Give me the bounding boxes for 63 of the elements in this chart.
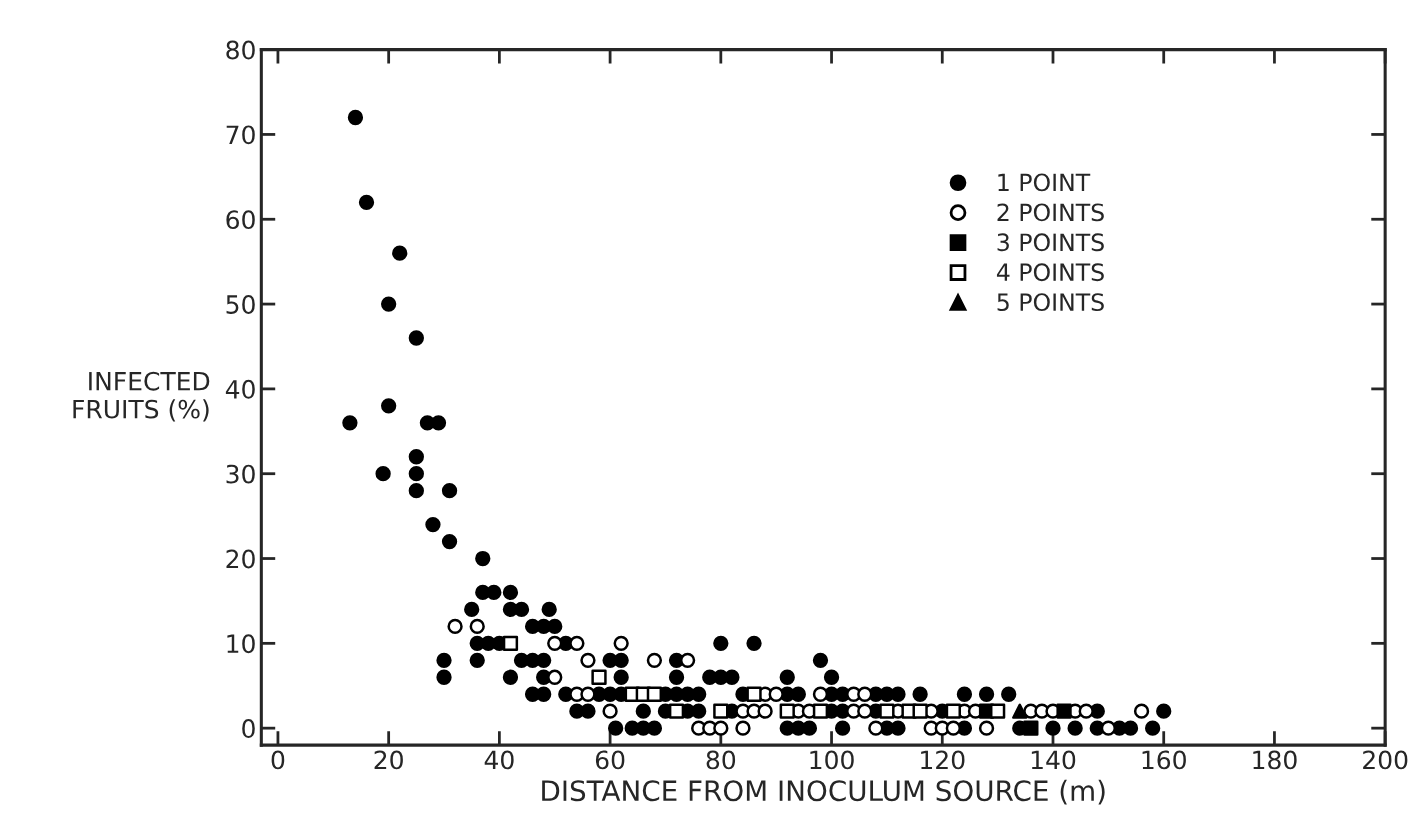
point [547, 635, 563, 651]
point [569, 635, 585, 651]
x-tick-label: 200 [1363, 750, 1408, 770]
y-tick-label: 20 [226, 549, 255, 569]
x-axis-title: DISTANCE FROM INOCULUM SOURCE (m) [542, 779, 1105, 805]
point [502, 635, 519, 651]
point [945, 703, 961, 719]
legend-label: 3 POINTS [997, 233, 1104, 252]
x-tick-label: 20 [374, 750, 403, 770]
point [469, 618, 485, 635]
point [746, 686, 762, 702]
point [945, 720, 961, 736]
point [713, 720, 729, 736]
legend-label: 2 POINTS [997, 203, 1104, 222]
point [713, 703, 729, 719]
x-tick-label: 0 [271, 750, 285, 770]
point [1133, 703, 1150, 719]
y-tick-label: 40 [225, 379, 255, 399]
y-axis-title: INFECTED FRUITS (%) [73, 371, 210, 422]
point [868, 720, 884, 736]
legend-label: 4 POINTS [996, 263, 1104, 282]
point [735, 720, 751, 736]
point [613, 635, 629, 651]
y-tick-label: 60 [226, 210, 255, 230]
point [978, 720, 995, 736]
point [1078, 703, 1094, 719]
y-tick-label: 30 [226, 464, 255, 484]
point [1012, 703, 1028, 719]
x-tick-label: 60 [595, 750, 625, 770]
x-tick-label: 180 [1253, 750, 1297, 770]
point [547, 669, 563, 685]
x-tick-label: 160 [1142, 750, 1186, 770]
point [447, 618, 463, 635]
point [591, 669, 607, 685]
point [646, 652, 663, 668]
y-tick-label: 70 [226, 125, 255, 145]
x-tick-label: 80 [706, 750, 736, 770]
point [768, 686, 784, 702]
point [779, 703, 795, 719]
point [757, 703, 773, 719]
x-tick-label: 120 [921, 750, 965, 770]
point [879, 703, 895, 719]
y-tick-label: 0 [242, 719, 255, 739]
x-tick-label: 40 [484, 750, 514, 770]
y-tick-label: 80 [226, 40, 255, 60]
point [857, 703, 873, 719]
point [812, 703, 829, 719]
legend-label: 5 POINTS [997, 293, 1104, 312]
point [1023, 720, 1039, 736]
point [668, 703, 685, 719]
point [857, 686, 873, 702]
point [580, 686, 596, 702]
point [989, 703, 1006, 719]
point [580, 652, 596, 668]
point [912, 703, 928, 719]
x-tick-label: 140 [1031, 750, 1076, 770]
y-tick-label: 10 [227, 634, 255, 654]
legend-label: 1 POINT [998, 173, 1091, 192]
point [1056, 703, 1072, 719]
point [602, 703, 618, 719]
y-tick-label: 50 [226, 295, 255, 314]
point [646, 686, 663, 702]
x-tick-label: 100 [810, 750, 854, 770]
